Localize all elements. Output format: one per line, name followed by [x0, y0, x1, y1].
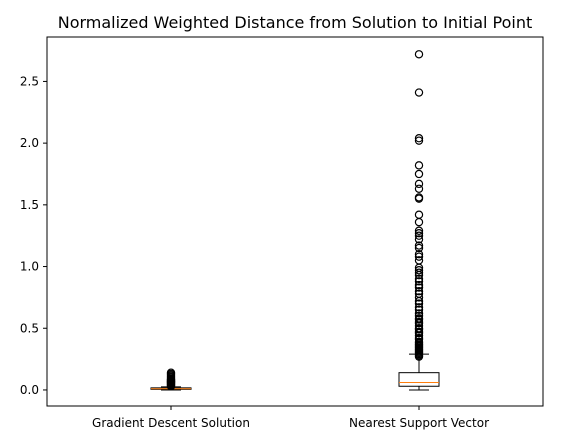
outlier-point — [414, 210, 424, 219]
iqr-box — [398, 372, 440, 387]
plot-frame — [46, 36, 544, 407]
outlier-point — [414, 179, 424, 189]
outlier-point — [414, 327, 424, 337]
y-tick-label: 2.0 — [20, 136, 39, 150]
outlier-point — [414, 268, 424, 277]
outlier-point — [414, 250, 424, 259]
outlier-point — [414, 136, 424, 145]
y-tick-label: 0.0 — [20, 383, 39, 397]
outlier-point — [414, 283, 424, 292]
outlier-point — [414, 314, 424, 323]
outlier-point — [414, 317, 424, 327]
outlier-point — [414, 311, 424, 321]
y-tick-label: 2.5 — [20, 74, 39, 88]
outlier-point — [414, 337, 424, 347]
outlier-point — [414, 277, 424, 286]
outlier-point — [414, 88, 424, 97]
outlier-point — [414, 184, 424, 193]
outlier-point — [414, 256, 424, 265]
y-tick-label: 0.5 — [20, 321, 39, 335]
chart-marks: 0.0 0.5 1.0 1.5 2.0 2.5 Gradient Descent Solut… — [20, 50, 489, 430]
outlier-point — [414, 287, 424, 296]
outlier-point — [414, 324, 424, 333]
outlier-point — [414, 169, 424, 179]
outlier-point — [414, 289, 424, 298]
y-tick-label: 1.0 — [20, 260, 39, 274]
outlier-point — [166, 368, 176, 377]
outlier-point — [414, 333, 424, 343]
outlier-point — [414, 305, 424, 314]
outlier-point — [414, 309, 424, 318]
outlier-point — [414, 226, 424, 235]
outlier-point — [414, 303, 424, 312]
y-tick-label: 1.5 — [20, 198, 39, 212]
outlier-point — [414, 50, 424, 59]
outlier-point — [414, 266, 424, 275]
outlier-point — [414, 217, 424, 227]
outlier-point — [414, 231, 424, 240]
outlier-point — [414, 299, 424, 308]
chart-title: Normalized Weighted Distance from Soluti… — [58, 13, 533, 32]
outlier-point — [414, 243, 424, 253]
outlier-point — [414, 193, 424, 202]
x-tick-label: Nearest Support Vector — [349, 416, 489, 430]
x-tick-label: Gradient Descent Solution — [92, 416, 250, 430]
outlier-point — [414, 229, 424, 238]
outlier-point — [414, 252, 424, 261]
outlier-point — [414, 293, 424, 302]
outlier-point — [414, 133, 424, 143]
outlier-point — [414, 241, 424, 250]
outlier-point — [414, 161, 424, 170]
outlier-point — [414, 235, 424, 244]
outlier-point — [414, 274, 424, 284]
outlier-point — [414, 280, 424, 290]
